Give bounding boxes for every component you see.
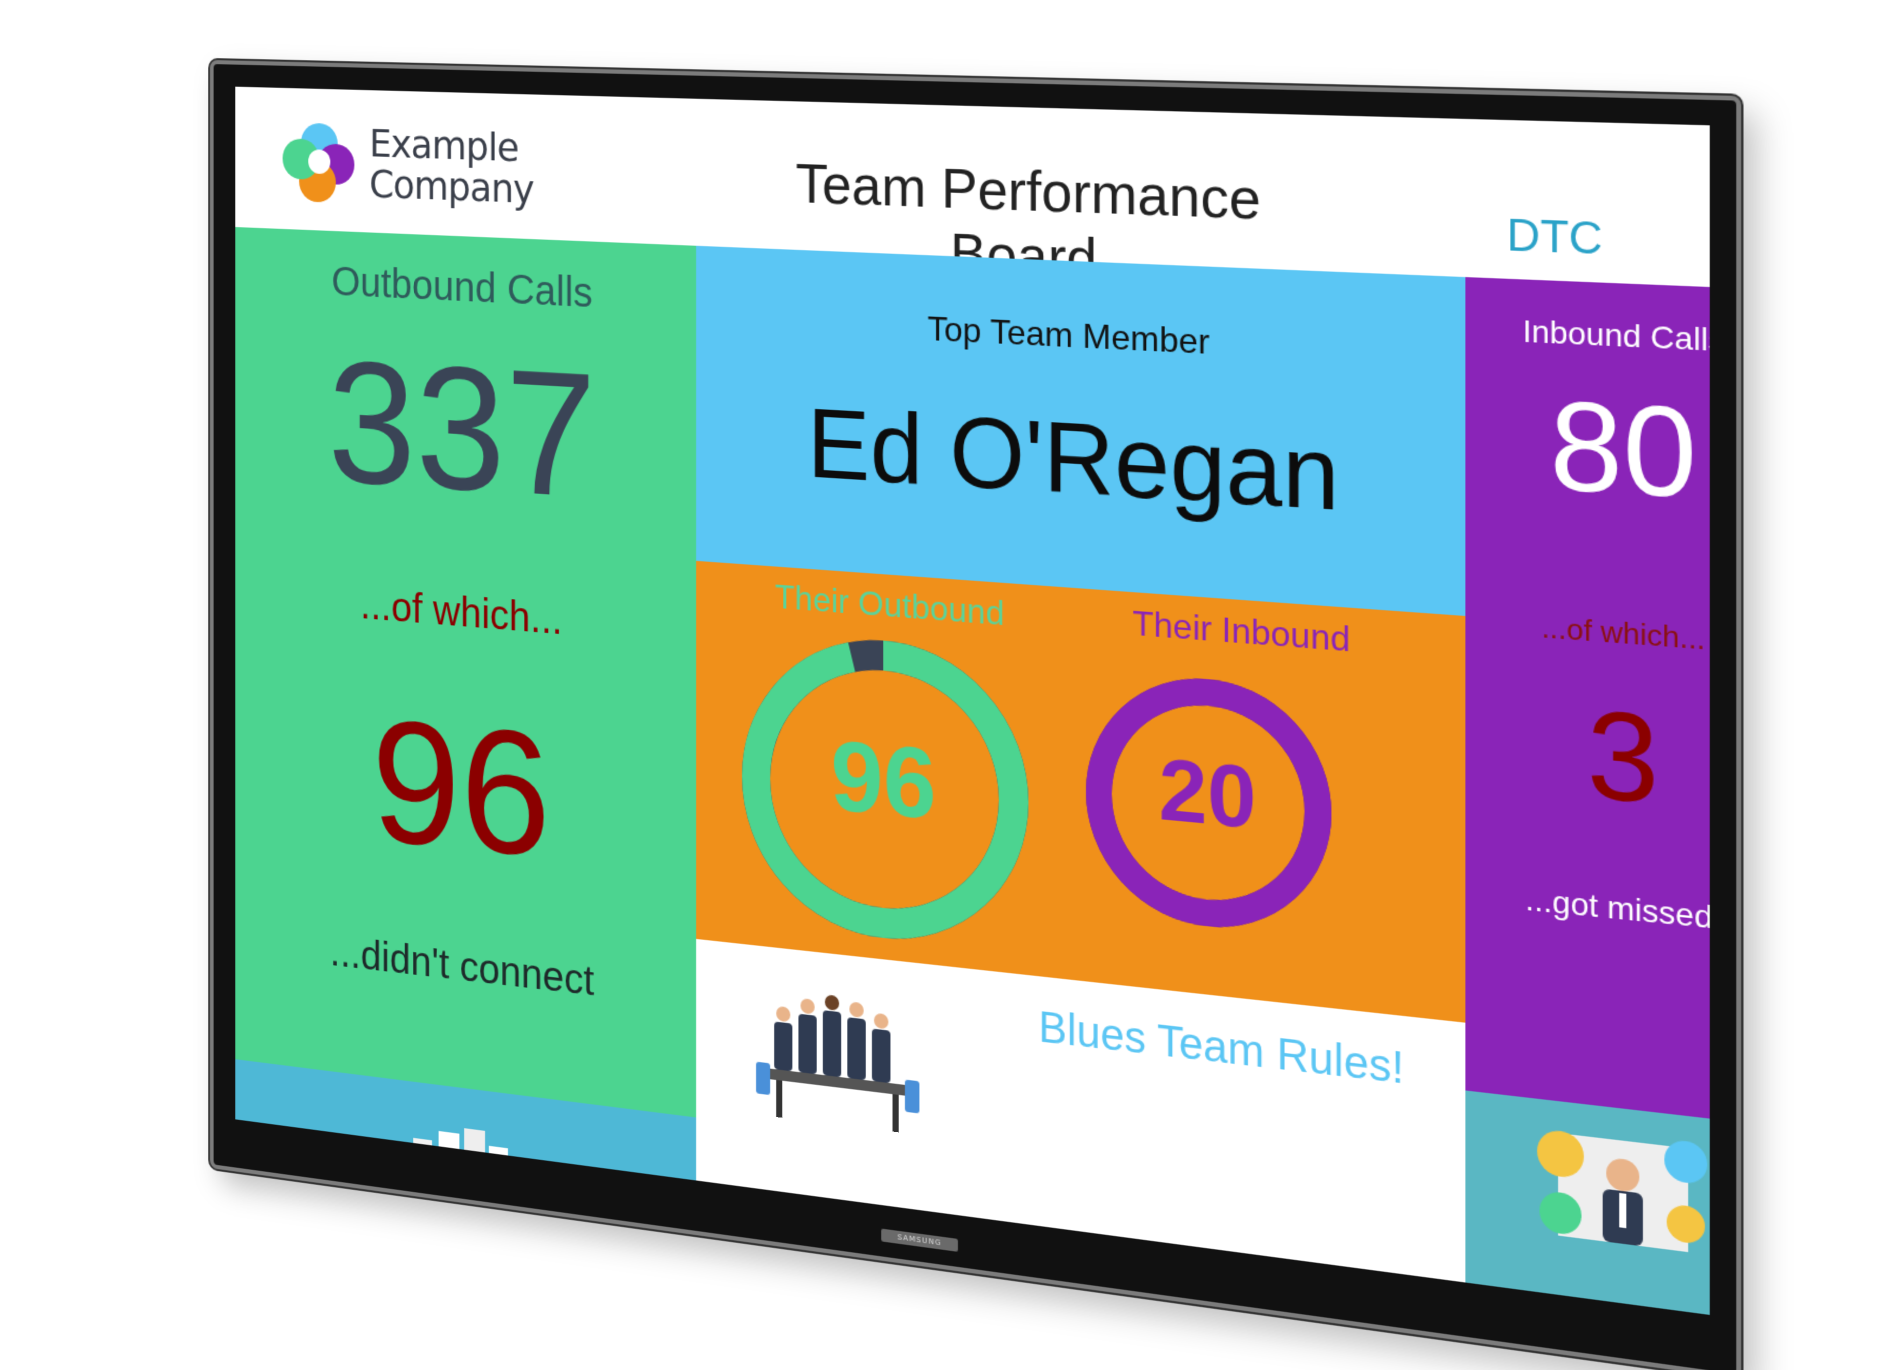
outbound-which-label: ...of which... [360,582,563,644]
top-team-member-panel: Top Team Member Ed O'Regan [696,245,1466,616]
dashboard-header: Example Company Team Performance Board D… [235,86,1710,292]
tv-display: Example Company Team Performance Board D… [210,0,1742,1370]
top-team-member-name: Ed O'Regan [807,389,1340,533]
company-logo: Example Company [281,110,563,232]
tv-brand-badge: SAMSUNG [881,1228,958,1252]
region-label: DTC [1506,210,1603,265]
outbound-calls-panel: Outbound Calls 337 ...of which... 96 ...… [235,227,697,1118]
inbound-calls-label: Inbound Calls [1522,313,1710,359]
inbound-calls-value: 80 [1549,373,1697,526]
inbound-missed-value: 3 [1586,684,1660,832]
inbound-calls-panel: Inbound Calls 80 ...of which... 3 ...got… [1465,277,1710,1128]
inbound-gauge: 20 [1077,660,1340,949]
celebration-image-panel [1465,1090,1710,1315]
outbound-gauge: 96 [736,623,1035,961]
inbound-which-label: ...of which... [1541,610,1706,657]
company-name: Example Company [369,121,534,213]
inbound-missed-label: ...got missed! [1525,881,1710,937]
tv-frame: Example Company Team Performance Board D… [210,60,1742,1370]
dashboard-screen: Example Company Team Performance Board D… [235,86,1710,1315]
boxes-illustration-icon [401,1128,513,1197]
outbound-calls-label: Outbound Calls [331,259,593,317]
swirl-logo-icon [282,122,355,203]
outbound-missed-value: 96 [371,682,551,896]
top-team-member-label: Top Team Member [927,308,1210,362]
business-team-illustration-icon [756,994,920,1133]
their-inbound-label: Their Inbound [1132,603,1351,660]
celebration-collage-icon [1537,1128,1708,1253]
outbound-calls-value: 337 [327,324,597,537]
outbound-missed-label: ...didn't connect [329,929,595,1005]
team-banner-text: Blues Team Rules! [1038,1003,1405,1094]
company-name-line2: Company [369,161,534,213]
